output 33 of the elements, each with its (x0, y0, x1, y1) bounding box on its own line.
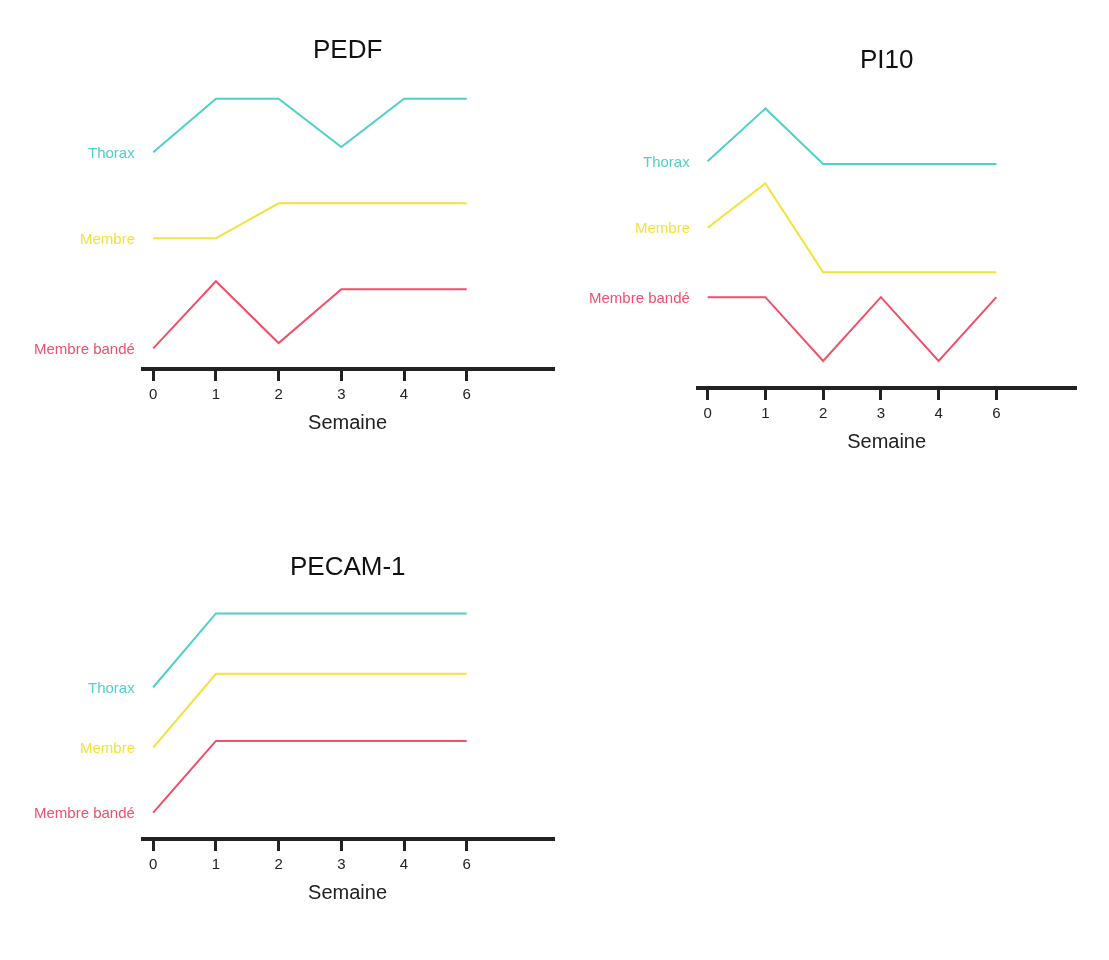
series-label: Membre bandé (34, 340, 135, 357)
x-tick-label: 3 (337, 855, 346, 873)
x-tick-label: 1 (211, 385, 221, 403)
x-axis-title: Semaine (847, 430, 927, 452)
x-tick-label: 3 (337, 385, 346, 403)
x-tick-label: 3 (876, 404, 886, 421)
series-label: Membre (635, 219, 691, 236)
x-tick-label: 2 (274, 855, 283, 873)
x-tick-label: 1 (761, 404, 770, 421)
x-tick-label: 4 (399, 855, 409, 873)
x-tick-label: 2 (274, 385, 283, 403)
series-label: Membre (80, 230, 136, 247)
x-tick-label: 0 (149, 385, 158, 403)
x-tick-label: 6 (992, 404, 1001, 421)
x-tick-label: 6 (462, 855, 471, 873)
x-tick-label: 2 (818, 404, 828, 421)
series-label: Membre (80, 739, 136, 756)
series-label: Thorax (88, 144, 136, 161)
x-axis-title: Semaine (308, 411, 388, 434)
series-label: Membre bandé (589, 289, 690, 306)
x-tick-label: 0 (149, 855, 158, 873)
series-label: Thorax (88, 679, 136, 696)
chart-title: PEDF (313, 34, 383, 64)
x-tick-label: 4 (934, 404, 943, 421)
x-tick-label: 0 (703, 404, 712, 421)
chart-title: PI10 (860, 44, 914, 74)
x-tick-label: 6 (462, 385, 471, 403)
x-tick-label: 4 (399, 385, 409, 403)
series-label: Membre bandé (34, 804, 135, 821)
x-axis-title: Semaine (308, 881, 388, 904)
series-label: Thorax (643, 153, 691, 170)
x-tick-label: 1 (211, 855, 221, 873)
chart-title: PECAM-1 (290, 551, 406, 581)
